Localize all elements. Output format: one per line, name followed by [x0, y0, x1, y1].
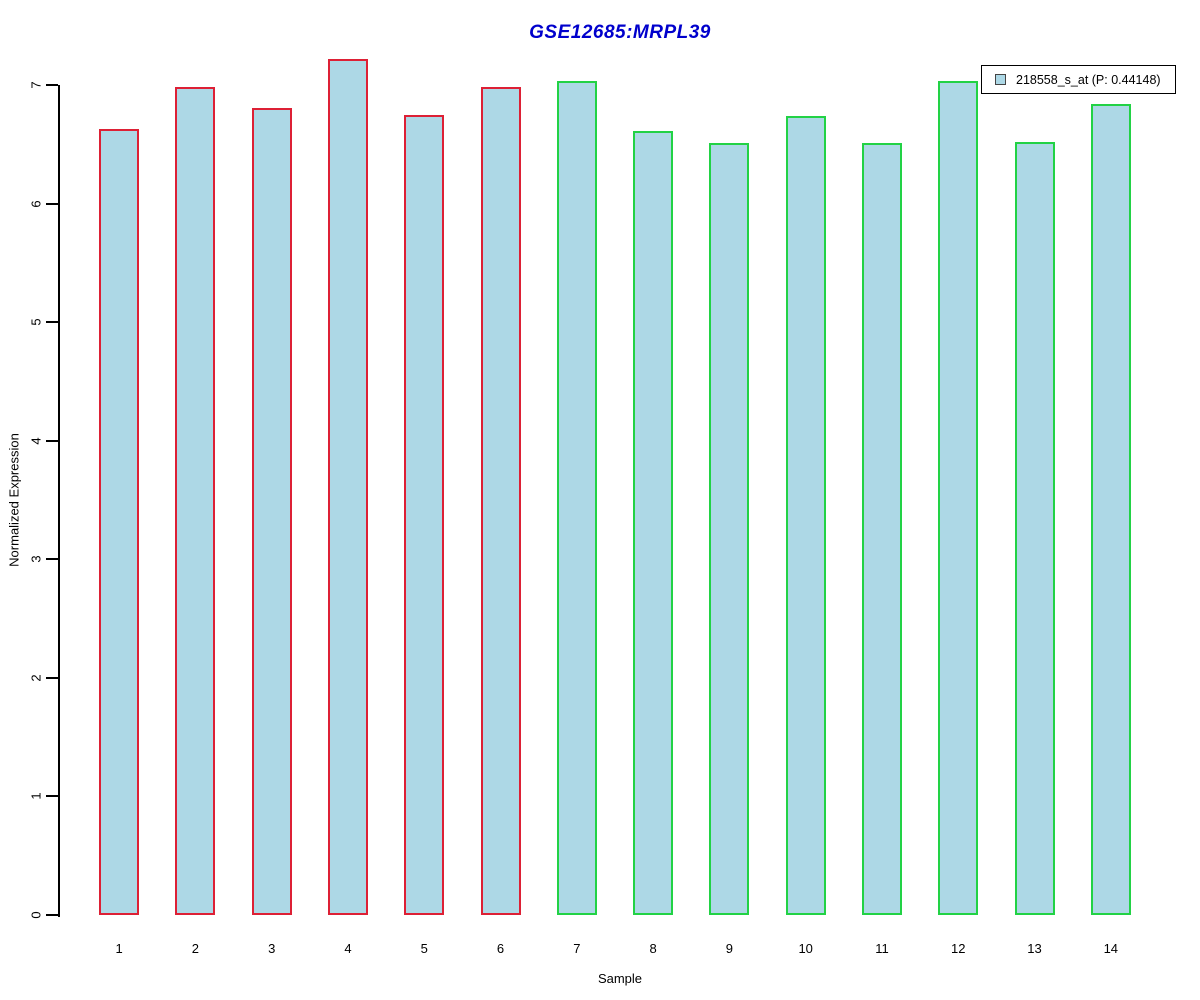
bar-sample-5 [404, 114, 445, 915]
bar-slot: 4 [310, 58, 386, 956]
y-tick-label: 0 [28, 911, 44, 919]
y-tick-label: 2 [28, 674, 44, 682]
x-tick-label: 3 [268, 941, 276, 956]
bar-sample-3 [251, 107, 292, 915]
legend-label: 218558_s_at (P: 0.44148) [1016, 72, 1161, 87]
bar-sample-10 [785, 115, 826, 915]
y-tick-mark [46, 795, 58, 798]
bar-slot: 13 [996, 141, 1072, 956]
bar-slot: 2 [157, 87, 233, 956]
y-axis-line [58, 85, 60, 917]
bar-slot: 12 [920, 81, 996, 956]
bar-slot: 7 [539, 81, 615, 956]
y-tick-mark [46, 914, 58, 916]
legend: 218558_s_at (P: 0.44148) [981, 65, 1176, 94]
legend-swatch-icon [995, 74, 1006, 85]
bar-slot: 11 [844, 143, 920, 956]
bar-sample-1 [99, 128, 140, 915]
bar-sample-11 [861, 143, 902, 915]
bar-slot: 6 [462, 87, 538, 956]
y-tick-mark [46, 439, 58, 442]
y-tick-label: 7 [28, 81, 44, 89]
bar-sample-12 [938, 81, 979, 915]
y-tick-label: 1 [28, 792, 44, 801]
bar-sample-8 [633, 131, 674, 915]
y-tick-mark [46, 321, 58, 324]
chart-title: GSE12685:MRPL39 [529, 22, 711, 43]
bar-slot: 10 [768, 115, 844, 956]
y-tick-mark [46, 202, 58, 205]
bar-sample-6 [480, 87, 521, 915]
x-tick-label: 10 [798, 941, 813, 956]
bar-slot: 9 [691, 143, 767, 956]
y-tick-label: 5 [28, 318, 44, 326]
x-tick-label: 4 [344, 941, 352, 956]
x-tick-label: 1 [115, 941, 123, 956]
x-tick-label: 8 [649, 941, 657, 956]
x-axis-label: Sample [597, 971, 643, 986]
x-tick-label: 6 [496, 941, 505, 956]
x-tick-label: 7 [573, 941, 581, 956]
y-axis-label: Normalized Expression [6, 433, 22, 567]
bar-sample-13 [1014, 141, 1055, 915]
bars-container: 1 2 3 4 5 6 7 8 9 10 11 12 13 14 [60, 58, 1180, 956]
y-tick-mark [46, 84, 58, 86]
y-tick-label: 6 [28, 199, 44, 208]
x-tick-label: 13 [1027, 941, 1042, 956]
bar-sample-9 [709, 143, 750, 915]
x-tick-label: 12 [951, 941, 966, 956]
y-tick-label: 3 [28, 555, 44, 563]
bar-slot: 5 [386, 114, 462, 956]
bar-slot: 1 [81, 128, 157, 956]
bar-sample-7 [556, 81, 597, 915]
bar-slot: 8 [615, 131, 691, 956]
bar-sample-14 [1090, 103, 1131, 915]
x-tick-label: 5 [420, 941, 428, 956]
x-tick-label: 14 [1103, 941, 1119, 956]
bar-slot: 14 [1073, 103, 1149, 956]
y-tick-mark [46, 558, 58, 561]
x-tick-label: 11 [875, 941, 889, 956]
x-tick-label: 9 [725, 941, 734, 956]
y-tick-label: 4 [28, 437, 44, 445]
bar-sample-4 [327, 58, 368, 915]
x-tick-label: 2 [191, 941, 200, 956]
y-tick-mark [46, 676, 58, 679]
bar-slot: 3 [234, 107, 310, 956]
bar-sample-2 [175, 87, 216, 915]
